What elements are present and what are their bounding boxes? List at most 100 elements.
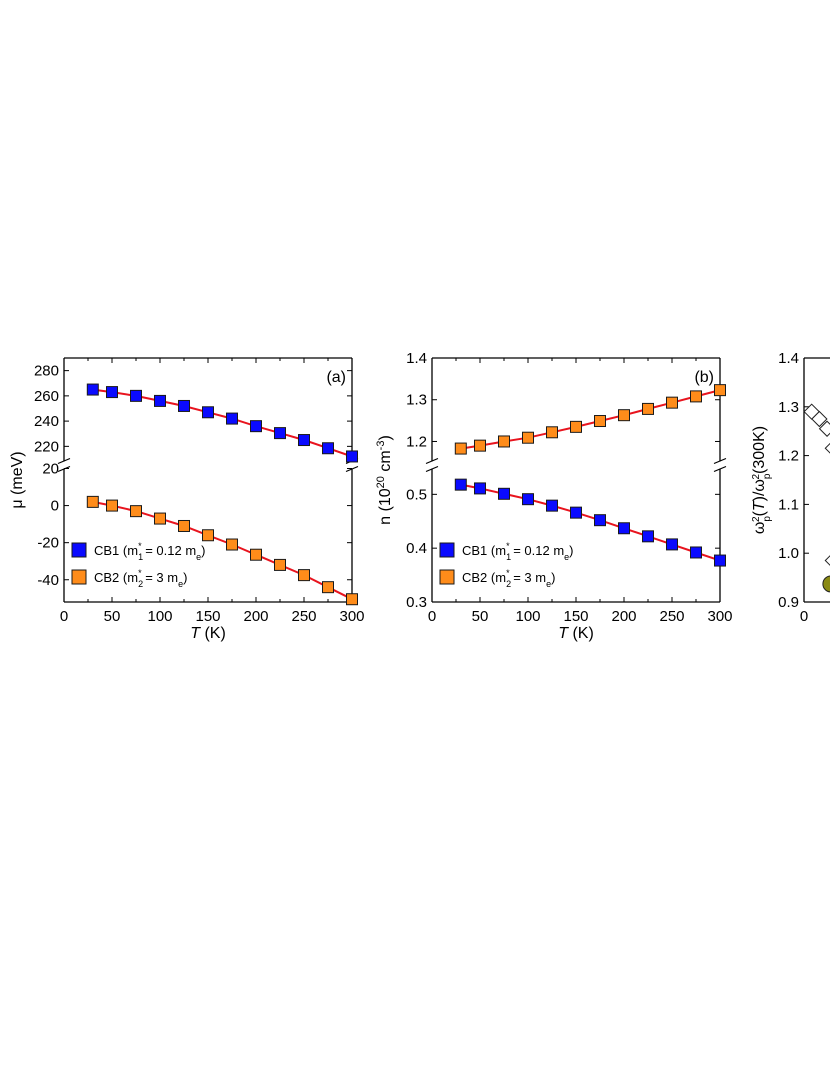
break-gap	[58, 461, 70, 469]
data-point-cb1	[250, 420, 262, 433]
panel-label: (a)	[326, 369, 346, 386]
y-tick-label: 240	[34, 413, 59, 430]
legend-label-cb2: CB2 (m2* = 3 me)	[462, 568, 555, 589]
x-tick-label: 150	[563, 608, 588, 625]
data-point-cb1	[154, 394, 166, 407]
data-point-diamond	[818, 420, 830, 437]
data-point-cb2	[522, 431, 534, 444]
data-point-cb1	[618, 522, 630, 535]
x-tick-label: 200	[243, 608, 268, 625]
data-point-cb2	[666, 396, 678, 409]
data-point-cb1	[346, 450, 358, 463]
data-point-cb2	[642, 402, 654, 415]
y-tick-label: 1.4	[406, 350, 427, 367]
y-tick-label: 0.3	[406, 594, 427, 611]
break-mark	[57, 457, 71, 465]
data-point-cb2	[178, 519, 190, 532]
data-point-cb2	[346, 593, 358, 606]
data-point-cb2	[298, 569, 310, 582]
data-point-cb2	[250, 548, 262, 561]
y-tick-label: 1.0	[778, 545, 799, 562]
data-point-cb1	[86, 383, 99, 396]
x-tick-label: 250	[291, 608, 316, 625]
data-point-cb2	[454, 442, 467, 455]
data-point-diamond	[824, 442, 830, 454]
data-point-cb2	[570, 420, 582, 433]
x-tick-label: 0	[60, 608, 68, 625]
x-axis-label: T (K)	[558, 625, 594, 642]
data-point-cb1	[594, 514, 606, 527]
data-point-cb1	[714, 554, 726, 567]
break-gap	[346, 461, 358, 469]
data-point-cb1	[298, 434, 310, 447]
x-tick-label: 300	[339, 608, 364, 625]
data-point-cb2	[202, 529, 214, 542]
data-point-cb2	[106, 499, 118, 512]
break-mark	[425, 457, 439, 465]
x-tick-label: 100	[515, 608, 540, 625]
data-point-cb1	[474, 482, 486, 495]
data-point-cb2	[618, 409, 630, 422]
y-tick-label: -20	[37, 535, 59, 552]
y-tick-label: 260	[34, 388, 59, 405]
data-point-cb2	[594, 415, 606, 428]
x-tick-label: 50	[104, 608, 121, 625]
y-tick-label: 20	[42, 461, 59, 478]
legend-swatch-cb2	[439, 569, 455, 585]
data-point-cb2	[226, 538, 238, 551]
data-point-cb1	[498, 487, 510, 500]
data-point-cb1	[178, 399, 190, 412]
data-point-cb1	[274, 427, 286, 440]
data-point-cb2	[322, 581, 334, 594]
legend-label-cb1: CB1 (m1* = 0.12 me)	[94, 541, 206, 562]
legend-label-cb2: CB2 (m2* = 3 me)	[94, 568, 187, 589]
x-tick-label: 200	[611, 608, 636, 625]
data-point-cb1	[106, 386, 118, 399]
data-point-cb1	[130, 389, 142, 402]
break-mark	[425, 465, 439, 473]
break-gap	[426, 461, 438, 469]
data-point-cb2	[546, 426, 558, 439]
data-point-cb2	[714, 384, 726, 397]
data-point-cb1	[570, 506, 582, 519]
data-point-cb2	[154, 512, 166, 525]
data-point-cb1	[322, 442, 334, 455]
y-tick-label: 0	[51, 498, 59, 515]
y-axis-label: n (1020 cm-3)	[375, 435, 394, 525]
x-tick-label: 50	[472, 608, 489, 625]
data-point-diamond	[824, 555, 830, 566]
y-tick-label: 0.5	[406, 486, 427, 503]
y-tick-label: 1.3	[406, 392, 427, 409]
data-point-cb1	[642, 530, 654, 543]
data-point-cb2	[274, 558, 286, 571]
y-tick-label: 1.4	[778, 350, 799, 367]
data-point-cb1	[202, 406, 214, 419]
y-tick-label: 0.9	[778, 594, 799, 611]
legend-swatch-cb1	[439, 542, 455, 558]
break-mark	[713, 457, 727, 465]
data-point-diamond	[811, 410, 828, 428]
data-point-cb2	[474, 439, 486, 452]
data-point-cb2	[86, 495, 99, 508]
data-point-cb2	[690, 390, 702, 403]
y-tick-label: 1.2	[778, 448, 799, 465]
x-tick-label: 0	[800, 608, 808, 625]
data-point-cb1	[226, 412, 238, 425]
data-point-cb2	[130, 505, 142, 518]
data-point-cb1	[666, 538, 678, 551]
y-tick-label: -40	[37, 572, 59, 589]
legend-swatch-cb2	[71, 569, 87, 585]
data-point-cb1	[546, 499, 558, 512]
y-tick-label: 280	[34, 363, 59, 380]
data-point-cb1	[690, 546, 702, 559]
data-point-cb1	[522, 493, 534, 506]
x-tick-label: 300	[707, 608, 732, 625]
x-axis-label: T (K)	[190, 625, 226, 642]
break-mark	[713, 465, 727, 473]
y-tick-label: 1.2	[406, 433, 427, 450]
panel-label: (b)	[694, 369, 714, 386]
x-tick-label: 100	[147, 608, 172, 625]
y-tick-label: 0.4	[406, 540, 427, 557]
